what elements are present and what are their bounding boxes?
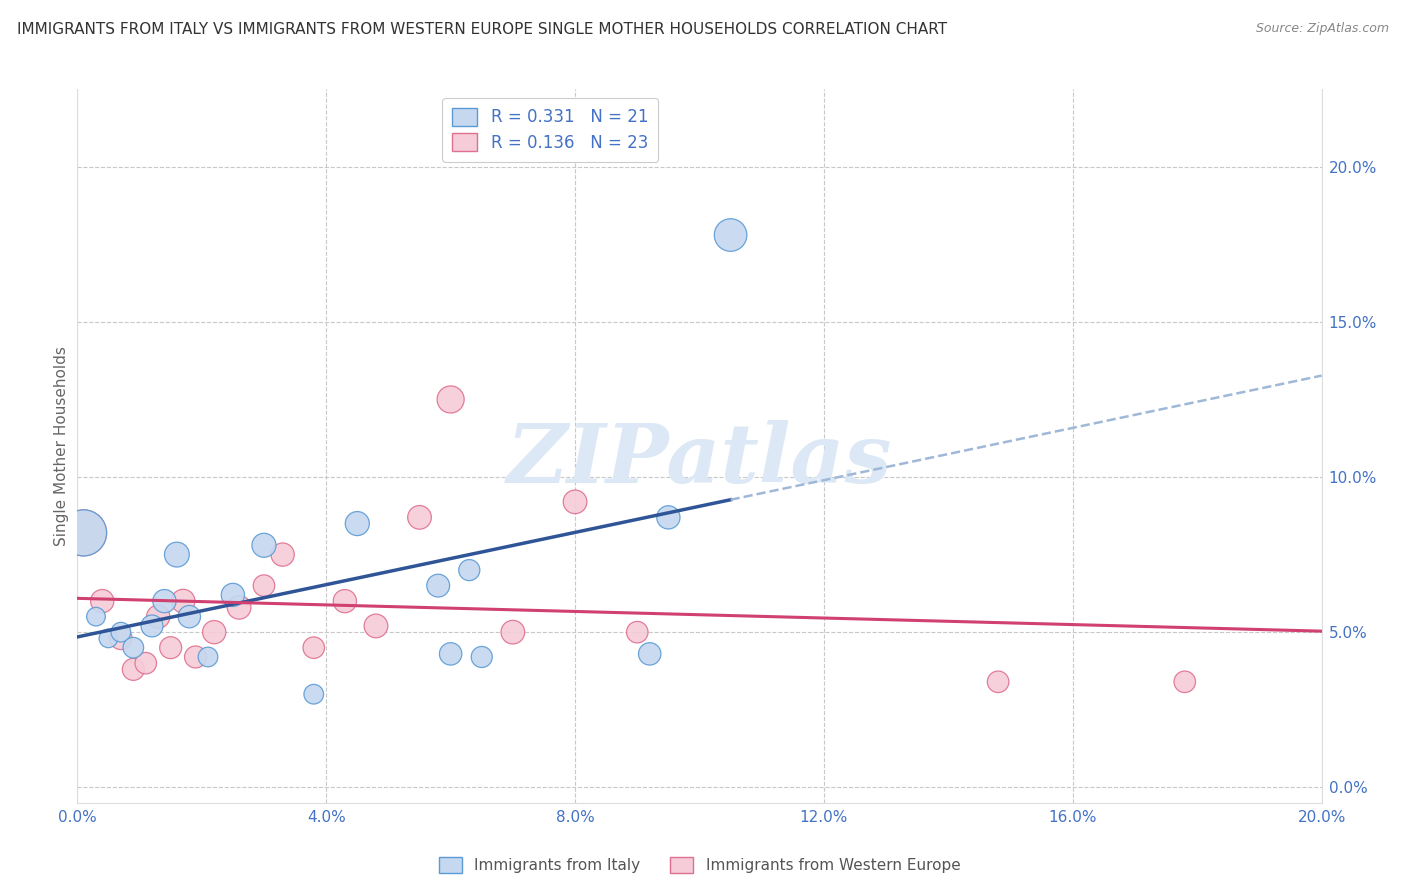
Point — [197, 650, 219, 665]
Point — [122, 640, 145, 655]
Point — [179, 609, 201, 624]
Point — [253, 538, 276, 552]
Point — [153, 594, 176, 608]
Point — [427, 579, 450, 593]
Point — [135, 656, 157, 670]
Point — [84, 609, 107, 624]
Text: ZIPatlas: ZIPatlas — [506, 420, 893, 500]
Point — [91, 594, 114, 608]
Point — [302, 687, 325, 701]
Point — [657, 510, 679, 524]
Point — [408, 510, 430, 524]
Point — [72, 525, 94, 540]
Point — [97, 632, 120, 646]
Point — [302, 640, 325, 655]
Point — [638, 647, 661, 661]
Point — [110, 632, 132, 646]
Point — [1174, 674, 1197, 689]
Point — [271, 548, 294, 562]
Point — [440, 647, 463, 661]
Legend: Immigrants from Italy, Immigrants from Western Europe: Immigrants from Italy, Immigrants from W… — [432, 849, 967, 880]
Point — [122, 662, 145, 676]
Point — [253, 579, 276, 593]
Point — [222, 588, 245, 602]
Point — [172, 594, 194, 608]
Point — [228, 600, 250, 615]
Point — [564, 495, 586, 509]
Point — [458, 563, 481, 577]
Point — [184, 650, 207, 665]
Point — [72, 525, 94, 540]
Point — [471, 650, 494, 665]
Point — [987, 674, 1010, 689]
Point — [364, 619, 387, 633]
Point — [626, 625, 648, 640]
Point — [141, 619, 163, 633]
Point — [159, 640, 181, 655]
Text: IMMIGRANTS FROM ITALY VS IMMIGRANTS FROM WESTERN EUROPE SINGLE MOTHER HOUSEHOLDS: IMMIGRANTS FROM ITALY VS IMMIGRANTS FROM… — [17, 22, 948, 37]
Text: Source: ZipAtlas.com: Source: ZipAtlas.com — [1256, 22, 1389, 36]
Point — [148, 609, 170, 624]
Point — [202, 625, 225, 640]
Point — [333, 594, 356, 608]
Y-axis label: Single Mother Households: Single Mother Households — [53, 346, 69, 546]
Point — [166, 548, 188, 562]
Point — [502, 625, 524, 640]
Point — [346, 516, 368, 531]
Point — [110, 625, 132, 640]
Point — [440, 392, 463, 407]
Point — [720, 227, 742, 242]
